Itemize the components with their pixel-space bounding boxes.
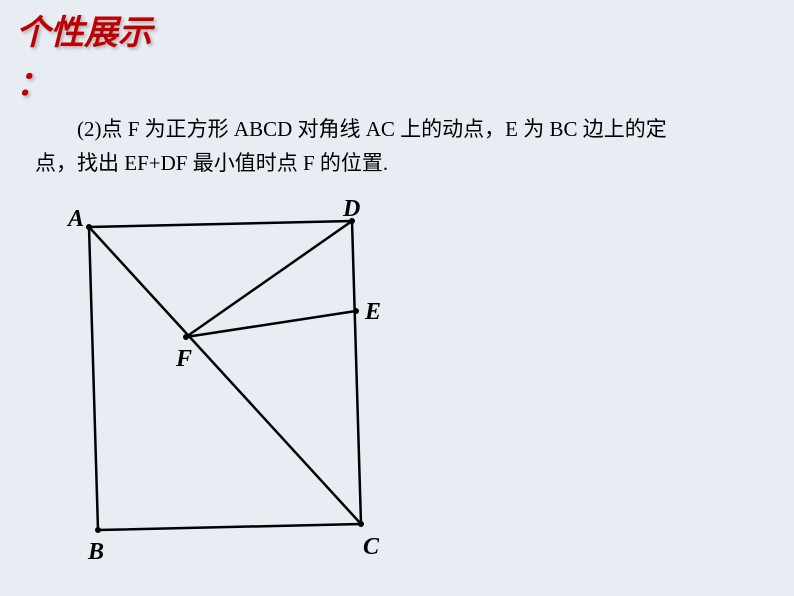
- page-title: 个性展示 ：: [16, 8, 152, 110]
- point-label-C: C: [363, 534, 379, 561]
- point-label-E: E: [365, 299, 381, 326]
- point-label-B: B: [88, 539, 104, 566]
- point-label-A: A: [68, 206, 84, 233]
- title-line-2: ：: [16, 59, 152, 110]
- point-label-D: D: [343, 196, 360, 223]
- problem-statement: (2)点 F 为正方形 ABCD 对角线 AC 上的动点，E 为 BC 边上的定…: [35, 113, 705, 180]
- title-line-1: 个性展示: [16, 15, 152, 52]
- diagram-svg: [60, 194, 390, 574]
- geometry-diagram: A D B C E F: [60, 194, 390, 574]
- point-label-F: F: [176, 346, 192, 373]
